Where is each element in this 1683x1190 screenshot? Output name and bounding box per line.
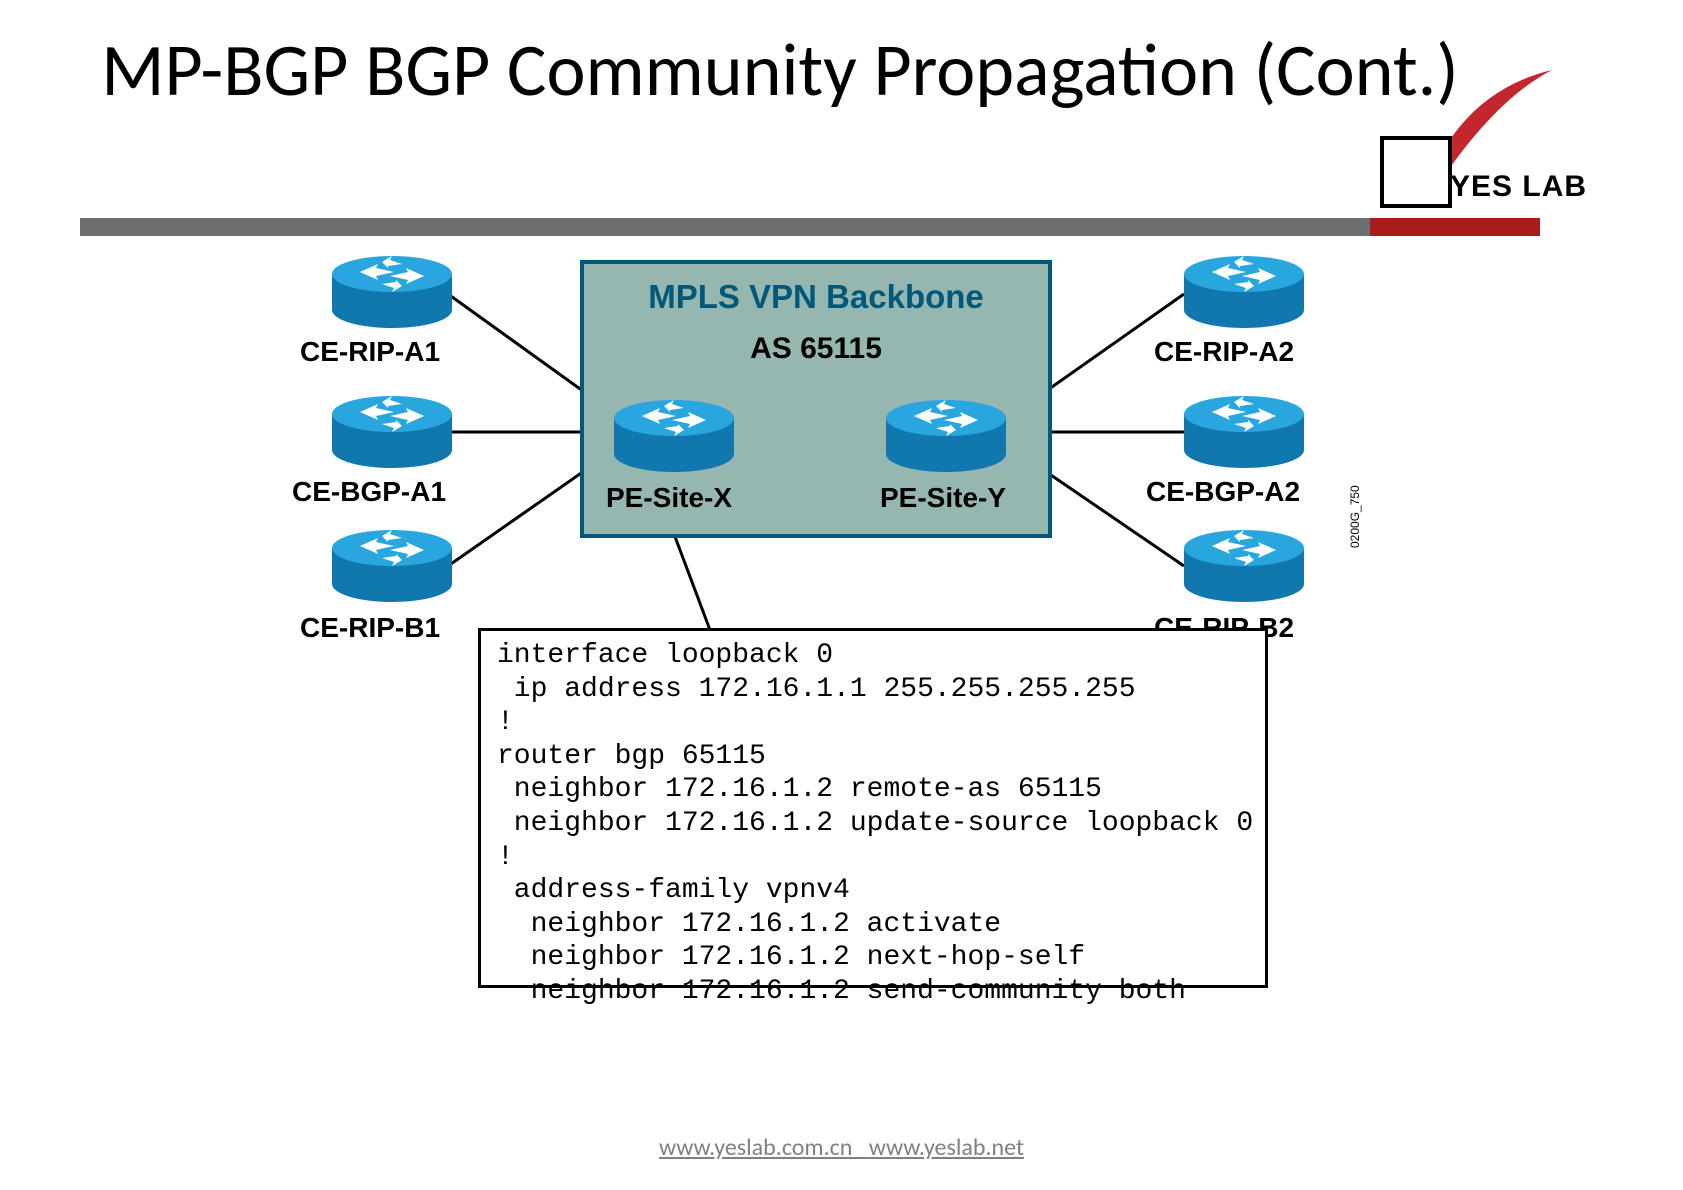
router-pe-site-y [884,398,1008,474]
page-title: MP-BGP BGP Community Propagation (Cont.) [0,28,1560,113]
router-label-ce-bgp-a2: CE-BGP-A2 [1146,476,1300,508]
config-box: interface loopback 0 ip address 172.16.1… [478,628,1268,988]
logo-checkbox [1380,136,1452,208]
router-label-ce-rip-a1: CE-RIP-A1 [300,336,440,368]
router-ce-rip-b1 [330,528,454,604]
footer-link-1[interactable]: www.yeslab.com.cn [659,1133,852,1162]
router-ce-rip-b2 [1182,528,1306,604]
backbone-title: MPLS VPN Backbone [584,278,1048,316]
router-label-pe-site-y: PE-Site-Y [880,482,1006,514]
router-label-pe-site-x: PE-Site-X [606,482,732,514]
footer-links: www.yeslab.com.cn www.yeslab.net [0,1133,1683,1162]
router-ce-bgp-a2 [1182,394,1306,470]
footer-link-2[interactable]: www.yeslab.net [869,1133,1024,1162]
router-pe-site-x [612,398,736,474]
figure-id: 0200G_750 [1348,485,1362,548]
config-text: interface loopback 0 ip address 172.16.1… [497,639,1249,1009]
logo-text: YES LAB [1450,170,1587,204]
router-ce-rip-a2 [1182,254,1306,330]
backbone-as: AS 65115 [584,332,1048,366]
router-ce-rip-a1 [330,254,454,330]
router-label-ce-bgp-a1: CE-BGP-A1 [292,476,446,508]
router-ce-bgp-a1 [330,394,454,470]
router-label-ce-rip-a2: CE-RIP-A2 [1154,336,1294,368]
divider-gray [80,218,1370,236]
divider-red [1370,218,1540,236]
router-label-ce-rip-b1: CE-RIP-B1 [300,612,440,644]
